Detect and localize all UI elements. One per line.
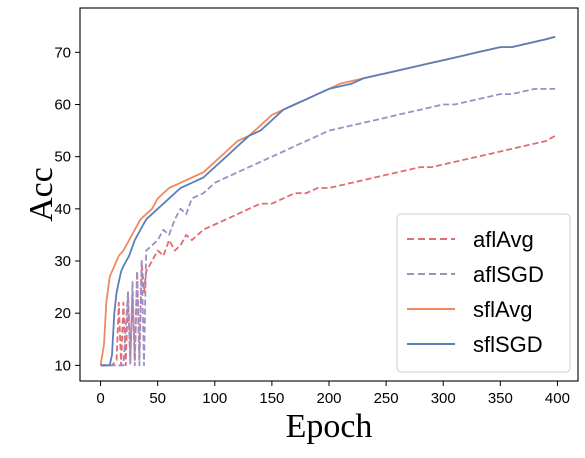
y-tick-label: 50 [54, 149, 71, 166]
y-tick-label: 40 [54, 201, 71, 218]
legend-entry-aflsgd: aflSGD [407, 262, 544, 287]
x-tick-label: 400 [545, 390, 570, 407]
ticks-layer: 0 50 100 150 200 250 300 350 400 10 20 30 40 50 60 70 [54, 44, 570, 407]
series-line-sflsgd [100, 35, 556, 367]
x-tick-label: 0 [96, 390, 104, 407]
x-tick-label: 300 [431, 390, 456, 407]
y-axis-title: Acc [23, 167, 60, 222]
legend-label-sflavg: sflAvg [473, 297, 533, 322]
series-line-aflsgd [100, 88, 556, 367]
x-tick-label: 350 [488, 390, 513, 407]
x-axis-title: Epoch [286, 408, 373, 445]
legend-entry-sflavg: sflAvg [407, 297, 533, 322]
y-tick-label: 30 [54, 253, 71, 270]
x-tick-label: 100 [202, 390, 227, 407]
y-tick-label: 10 [54, 357, 71, 374]
legend-box [396, 213, 571, 373]
y-tick-label: 20 [54, 305, 71, 322]
legend: aflAvg aflSGD sflAvg sflSGD [396, 213, 571, 373]
legend-label-aflsgd: aflSGD [473, 262, 544, 287]
legend-label-sflsgd: sflSGD [473, 332, 543, 357]
x-tick-label: 200 [316, 390, 341, 407]
y-tick-label: 60 [54, 97, 71, 114]
x-tick-label: 50 [149, 390, 166, 407]
series-layer [99, 35, 556, 367]
legend-entry-aflavg: aflAvg [407, 227, 534, 252]
x-tick-label: 250 [374, 390, 399, 407]
x-tick-label: 150 [259, 390, 284, 407]
legend-entry-sflsgd: sflSGD [407, 332, 543, 357]
legend-label-aflavg: aflAvg [473, 227, 534, 252]
y-tick-label: 70 [54, 44, 71, 61]
